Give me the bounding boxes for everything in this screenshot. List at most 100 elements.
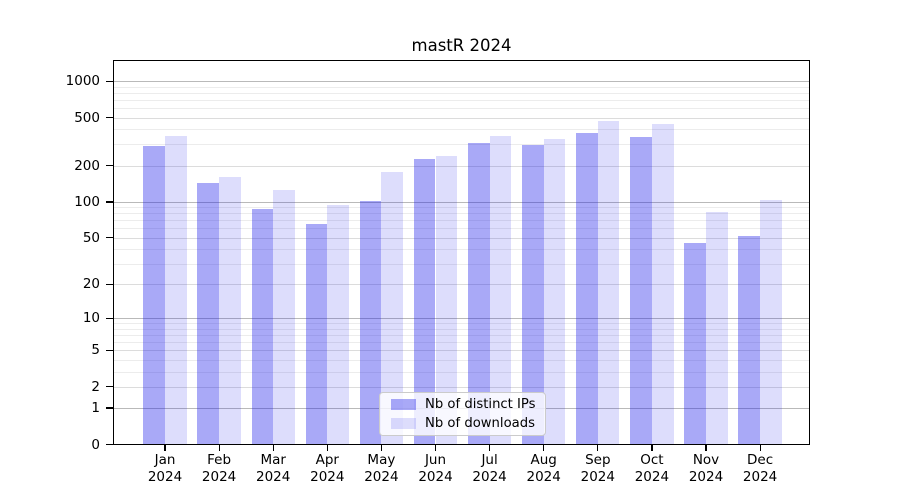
bar-oct-distinct-ips bbox=[630, 137, 652, 445]
y-tick-mark bbox=[106, 117, 113, 119]
x-tick-label: Dec 2024 bbox=[742, 452, 778, 485]
legend-label-downloads: Nb of downloads bbox=[425, 416, 535, 431]
y-tick-mark bbox=[106, 201, 113, 203]
x-tick-mark bbox=[272, 444, 274, 451]
x-tick-mark bbox=[543, 444, 545, 451]
bar-jan-distinct-ips bbox=[143, 146, 165, 445]
y-tick-mark bbox=[106, 80, 113, 82]
bar-jun-downloads bbox=[435, 155, 458, 445]
gridline-minor bbox=[113, 359, 810, 361]
y-tick-mark bbox=[106, 443, 113, 446]
legend-swatch-distinct-ips bbox=[391, 399, 416, 410]
gridline-major bbox=[113, 201, 810, 203]
y-tick-mark bbox=[106, 165, 113, 167]
gridline-minor bbox=[113, 220, 810, 222]
bar-may-downloads bbox=[381, 172, 404, 445]
y-tick-label: 10 bbox=[82, 310, 100, 327]
y-tick-label: 2 bbox=[91, 378, 100, 395]
y-tick-label: 5 bbox=[91, 342, 100, 359]
x-tick-label: Jul 2024 bbox=[472, 452, 507, 485]
y-tick-mark bbox=[106, 317, 113, 320]
x-tick-mark bbox=[380, 444, 383, 451]
y-tick-label: 1 bbox=[91, 400, 100, 417]
legend: Nb of distinct IPs Nb of downloads bbox=[379, 392, 546, 436]
y-tick-mark bbox=[106, 349, 113, 351]
y-tick-label: 50 bbox=[82, 229, 100, 246]
y-tick-mark bbox=[106, 283, 113, 286]
bar-dec-downloads bbox=[760, 200, 782, 445]
gridline-minor bbox=[113, 213, 810, 215]
x-tick-mark bbox=[759, 444, 761, 451]
bar-aug-downloads bbox=[543, 139, 566, 445]
x-tick-label: Jun 2024 bbox=[418, 452, 453, 485]
gridline-minor bbox=[113, 228, 810, 230]
bar-apr-distinct-ips bbox=[305, 224, 328, 445]
gridline-mid bbox=[113, 165, 810, 167]
x-tick-mark bbox=[326, 444, 328, 451]
gridline-minor bbox=[113, 323, 810, 325]
x-tick-label: Jan 2024 bbox=[147, 452, 183, 485]
bar-may-distinct-ips bbox=[359, 200, 382, 445]
bar-aug-distinct-ips bbox=[522, 145, 544, 445]
legend-label-distinct-ips: Nb of distinct IPs bbox=[425, 397, 536, 412]
gridline-major bbox=[113, 318, 810, 320]
y-tick-label: 200 bbox=[74, 157, 100, 174]
y-tick-label: 500 bbox=[74, 109, 100, 126]
gridline-mid bbox=[113, 117, 810, 119]
x-tick-mark bbox=[218, 444, 220, 451]
gridline-minor bbox=[113, 144, 810, 146]
x-tick-label: Apr 2024 bbox=[310, 452, 345, 485]
y-tick-label: 100 bbox=[74, 193, 100, 210]
bar-nov-downloads bbox=[706, 212, 728, 445]
legend-swatch-downloads bbox=[391, 418, 416, 429]
bar-nov-distinct-ips bbox=[684, 243, 706, 445]
bar-sep-distinct-ips bbox=[576, 133, 598, 445]
gridline-minor bbox=[113, 108, 810, 110]
gridline-minor bbox=[113, 100, 810, 102]
bar-jan-downloads bbox=[165, 135, 187, 445]
legend-item-downloads: Nb of downloads bbox=[391, 416, 545, 431]
gridline-mid bbox=[113, 350, 810, 352]
x-tick-label: Oct 2024 bbox=[634, 452, 670, 485]
gridline-minor bbox=[113, 263, 810, 265]
y-tick-label: 0 bbox=[91, 436, 100, 453]
gridline-minor bbox=[113, 342, 810, 344]
x-tick-mark bbox=[705, 444, 707, 451]
gridline-mid bbox=[113, 284, 810, 286]
x-tick-mark bbox=[597, 444, 599, 451]
x-tick-mark bbox=[434, 444, 437, 451]
x-tick-label: Sep 2024 bbox=[580, 452, 615, 485]
x-tick-mark bbox=[164, 444, 166, 451]
chart-title: mastR 2024 bbox=[411, 36, 512, 55]
gridline-major bbox=[113, 81, 810, 83]
x-tick-label: Mar 2024 bbox=[256, 452, 291, 485]
x-tick-mark bbox=[651, 444, 653, 451]
bar-feb-distinct-ips bbox=[197, 182, 220, 445]
gridline-mid bbox=[113, 386, 810, 388]
x-tick-mark bbox=[489, 444, 491, 451]
bar-feb-downloads bbox=[219, 177, 241, 445]
bar-oct-downloads bbox=[651, 123, 674, 445]
bar-dec-distinct-ips bbox=[738, 235, 761, 445]
gridline-mid bbox=[113, 237, 810, 239]
bar-jun-distinct-ips bbox=[413, 159, 436, 445]
bar-apr-downloads bbox=[327, 205, 349, 445]
bar-mar-downloads bbox=[273, 189, 295, 445]
legend-item-distinct-ips: Nb of distinct IPs bbox=[391, 397, 545, 412]
y-tick-label: 1000 bbox=[65, 73, 100, 90]
y-tick-label: 20 bbox=[82, 276, 100, 293]
x-tick-label: May 2024 bbox=[364, 452, 399, 485]
x-tick-label: Feb 2024 bbox=[201, 452, 237, 485]
x-tick-label: Nov 2024 bbox=[688, 452, 724, 485]
gridline-minor bbox=[113, 335, 810, 337]
gridline-minor bbox=[113, 328, 810, 330]
y-tick-mark bbox=[106, 386, 113, 388]
gridline-minor bbox=[113, 371, 810, 373]
bar-jul-distinct-ips bbox=[467, 142, 490, 445]
gridline-minor bbox=[113, 207, 810, 209]
gridline-minor bbox=[113, 249, 810, 251]
x-tick-label: Aug 2024 bbox=[526, 452, 561, 485]
gridline-minor bbox=[113, 86, 810, 88]
bar-jul-downloads bbox=[489, 136, 512, 445]
